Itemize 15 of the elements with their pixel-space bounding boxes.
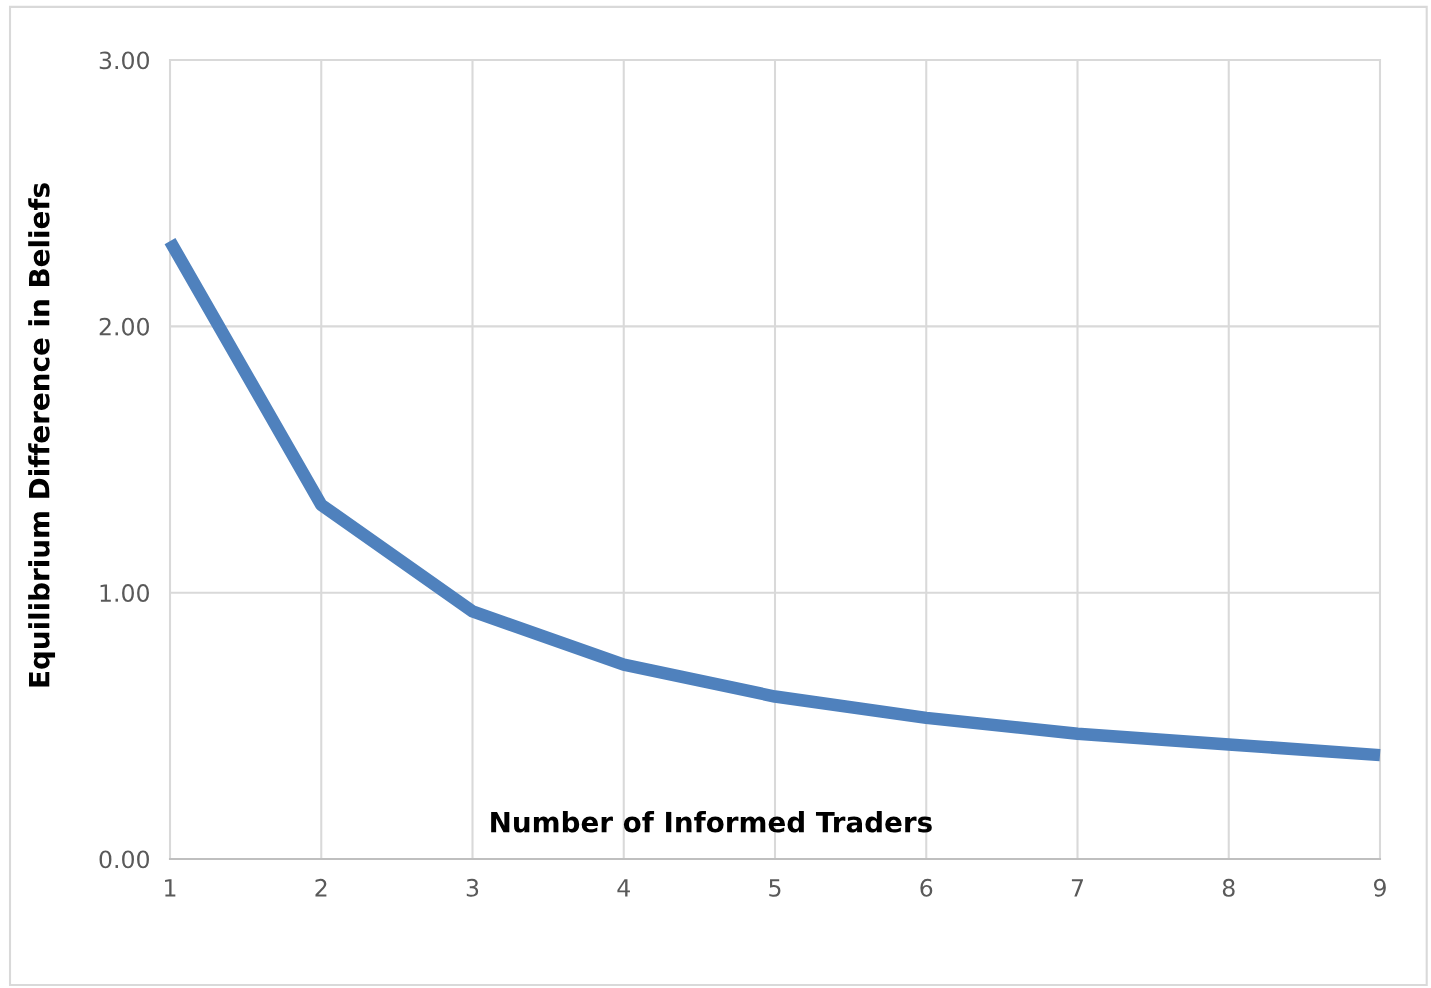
y-axis-title: Equilibrium Difference in Beliefs	[28, 183, 56, 687]
y-tick-label: 1.00	[100, 584, 149, 602]
x-tick-label: 6	[920, 878, 933, 897]
x-tick-label: 9	[1373, 878, 1386, 897]
x-tick-label: 2	[315, 878, 327, 897]
y-tick-label: 2.00	[99, 317, 149, 336]
x-tick-label: 7	[1071, 879, 1083, 897]
x-axis-title: Number of Informed Traders	[491, 811, 932, 833]
x-tick-label: 8	[1222, 878, 1235, 897]
y-tick-label: 3.00	[99, 51, 149, 70]
x-tick-label: 4	[617, 879, 630, 897]
x-tick-label: 3	[466, 878, 479, 897]
y-tick-label: 0.00	[99, 850, 149, 869]
x-tick-label: 1	[165, 879, 176, 897]
x-tick-label: 5	[769, 879, 781, 897]
